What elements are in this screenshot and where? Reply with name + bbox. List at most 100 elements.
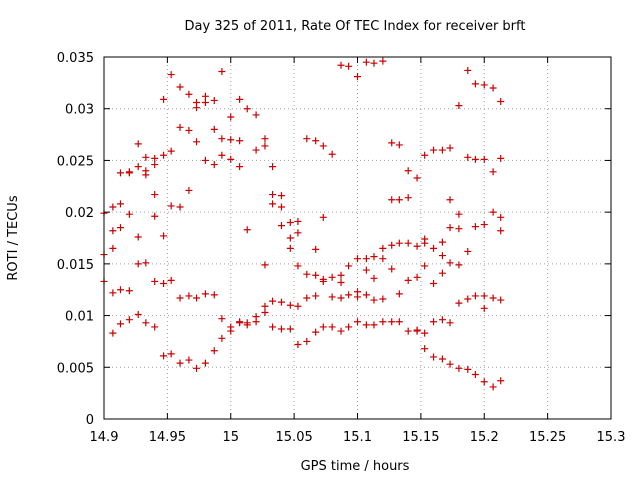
data-point [370,59,378,67]
data-point [269,191,277,199]
y-tick-label: 0.025 [57,154,94,169]
data-point [269,297,277,305]
data-point [489,383,497,391]
data-point [379,295,387,303]
data-point [109,203,117,211]
data-point [210,291,218,299]
data-point [109,244,117,252]
data-point [218,135,226,143]
x-tick-label: 15.1 [343,430,372,445]
y-tick-label: 0.03 [65,103,94,118]
data-point [404,167,412,175]
data-point [286,218,294,226]
data-point [370,253,378,261]
data-point [337,61,345,69]
data-point [497,227,505,235]
data-point [312,328,320,336]
data-point [455,210,463,218]
data-point [286,301,294,309]
data-point [319,142,327,150]
data-point [210,125,218,133]
data-point [125,316,133,324]
data-point [446,319,454,327]
data-point [201,290,209,298]
data-point [354,293,361,301]
data-point [421,239,429,247]
data-point [464,153,472,161]
data-point [261,261,269,269]
grid-lines [104,57,611,419]
data-point [413,327,421,335]
data-point [261,142,269,150]
data-point [455,261,463,269]
data-point [201,156,209,164]
data-point [455,102,463,110]
data-point [489,294,497,302]
data-point [185,292,193,300]
data-point [328,150,336,158]
data-point [236,163,244,171]
data-point [379,318,387,326]
data-point [109,227,117,235]
data-point [160,232,168,240]
data-point [218,151,226,159]
data-point [438,146,446,154]
data-point [362,266,370,274]
data-point [319,277,327,285]
data-point [201,92,209,100]
data-point [337,271,345,279]
data-point [354,318,361,326]
data-point [480,155,488,163]
data-point [227,113,235,121]
data-point [413,242,421,250]
data-point [471,292,479,300]
data-point [294,302,302,310]
y-tick-label: 0.02 [65,206,94,221]
data-point [337,294,345,302]
data-point [193,294,201,302]
data-point [185,126,193,134]
data-point [109,329,117,337]
data-point [345,291,353,299]
data-point [497,97,505,105]
x-tick-label: 15 [222,430,239,445]
x-tick-label: 15.15 [402,430,439,445]
data-point [176,123,184,131]
data-point [201,99,209,107]
data-point [252,318,260,326]
data-point [421,329,429,337]
x-tick-label: 15.25 [529,430,566,445]
data-point [345,323,353,331]
data-point [134,233,142,241]
data-point [286,234,294,242]
data-point [312,271,320,279]
data-point [438,269,446,277]
y-tick-label: 0.015 [57,258,94,273]
data-points [100,57,505,391]
data-point [430,353,438,361]
data-point [116,200,124,208]
data-point [413,273,421,281]
data-point [236,95,244,103]
data-point [489,208,497,216]
data-point [497,377,505,385]
tick-labels: 14.9 14.95 15 15.05 15.1 15.15 15.2 15.25 15.3 0 0… [57,51,626,445]
data-point [312,137,320,145]
data-point [430,280,438,288]
data-point [261,135,269,143]
data-point [193,364,201,372]
data-point [455,364,463,372]
data-point [116,286,124,294]
data-point [167,147,175,155]
data-point [151,323,159,331]
data-point [480,292,488,300]
data-point [395,196,403,204]
data-point [354,255,361,263]
data-point [395,290,403,298]
data-point [176,83,184,91]
data-point [277,222,285,230]
y-tick-label: 0.005 [57,361,94,376]
data-point [261,308,269,316]
data-point [446,224,454,232]
